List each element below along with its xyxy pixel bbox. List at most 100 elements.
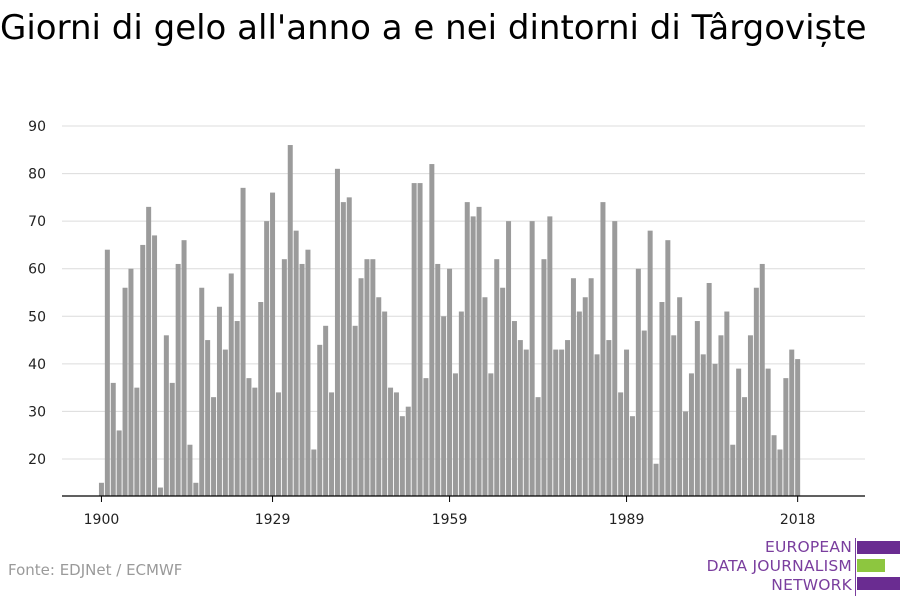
bar [612, 221, 618, 496]
bar [600, 202, 606, 496]
x-axis: 1900 1929 1959 1989 2018 [62, 495, 865, 528]
y-tick-label: 40 [28, 357, 46, 373]
bar [370, 259, 376, 496]
bar [152, 235, 158, 496]
logo-bar-purple-top [857, 541, 900, 554]
bar [234, 321, 240, 496]
bar [352, 325, 358, 496]
bar [388, 387, 394, 496]
bar [405, 406, 411, 496]
bar [588, 278, 594, 496]
bar [134, 387, 140, 496]
bar [417, 183, 423, 497]
bar [618, 392, 624, 496]
bar [653, 463, 659, 496]
bar [429, 164, 435, 497]
bar [169, 382, 175, 496]
bar [712, 363, 718, 496]
bar [246, 378, 252, 496]
bar [211, 397, 217, 496]
bars [98, 145, 801, 497]
bar [641, 330, 647, 496]
bar [264, 221, 270, 496]
bar [216, 306, 222, 496]
bar [222, 349, 228, 496]
bar [364, 259, 370, 496]
bar [346, 197, 352, 496]
bar [252, 387, 258, 496]
bar [753, 287, 759, 496]
bar [205, 340, 211, 496]
x-tick-label: 2018 [780, 512, 816, 528]
logo-line-2: DATA JOURNALISM [706, 557, 852, 575]
bar [258, 302, 264, 496]
bar [228, 273, 234, 496]
bar [582, 297, 588, 496]
bar [193, 482, 199, 496]
bar [470, 216, 476, 496]
y-tick-label: 70 [28, 214, 46, 230]
bar [724, 311, 730, 496]
bar [146, 206, 152, 496]
bar [795, 359, 801, 496]
chart-title: Giorni di gelo all'anno a e nei dintorni… [0, 8, 867, 48]
bar [122, 287, 128, 496]
bar [287, 145, 293, 496]
bar [464, 202, 470, 496]
bar [181, 240, 187, 496]
bar [683, 411, 689, 496]
bar [399, 416, 405, 496]
bar [559, 349, 565, 496]
bar [747, 335, 753, 496]
logo-line-1: EUROPEAN [764, 538, 852, 556]
y-tick-label: 20 [28, 452, 46, 468]
bar [688, 373, 694, 496]
bar [517, 340, 523, 496]
bar [323, 325, 329, 496]
bar [736, 368, 742, 496]
bar [163, 335, 169, 496]
bar [110, 382, 116, 496]
bar [382, 311, 388, 496]
logo-divider [855, 538, 856, 596]
y-tick-label: 50 [28, 309, 46, 325]
bar [435, 263, 441, 496]
bar [694, 321, 700, 496]
edjnet-logo[interactable]: EUROPEAN DATA JOURNALISM NETWORK [700, 538, 900, 596]
bar [576, 311, 582, 496]
bar [199, 287, 205, 496]
bar [240, 187, 246, 497]
y-tick-label: 30 [28, 404, 46, 420]
logo-bar-green [857, 559, 885, 572]
bar [128, 268, 134, 496]
y-axis: 20 30 40 50 60 70 80 90 [28, 119, 46, 468]
bar [500, 287, 506, 496]
bar [187, 444, 193, 496]
bar [393, 392, 399, 496]
bar [506, 221, 512, 496]
bar [116, 430, 122, 496]
bar [718, 335, 724, 496]
x-tick-label: 1989 [609, 512, 645, 528]
bar [441, 316, 447, 496]
logo-bar-purple-bottom [857, 577, 900, 590]
bar [771, 435, 777, 496]
x-tick-label: 1929 [255, 512, 291, 528]
bar [494, 259, 500, 496]
bar [700, 354, 706, 496]
bar [358, 278, 364, 496]
y-tick-label: 60 [28, 262, 46, 278]
bar [311, 449, 317, 496]
bar [299, 263, 305, 496]
bar [570, 278, 576, 496]
bar [511, 321, 517, 496]
bar [594, 354, 600, 496]
bar [376, 297, 382, 496]
bar [482, 297, 488, 496]
bar [730, 444, 736, 496]
bar [529, 221, 535, 496]
bar [665, 240, 671, 496]
bar [140, 244, 146, 496]
bar [765, 368, 771, 496]
